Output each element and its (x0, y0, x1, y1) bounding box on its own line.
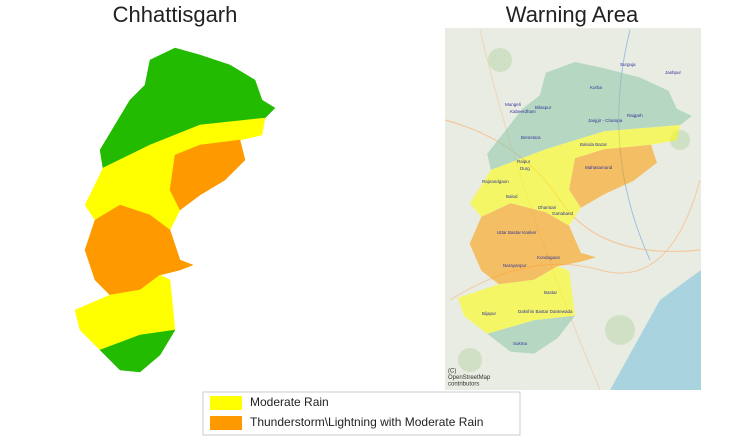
region-overlay (469, 203, 597, 285)
district-label: Uttar Bastar Kanker (497, 230, 537, 235)
district-label: Kondagaon (537, 255, 561, 260)
basemap-features (444, 29, 701, 391)
legend-label: Moderate Rain (250, 395, 329, 409)
district-label: Janjgir - Champa (588, 118, 623, 123)
region-overlay (458, 266, 575, 334)
district-label: Korba (590, 85, 603, 90)
district-label: Surguja (620, 62, 636, 67)
region (169, 139, 246, 211)
legend-swatch (210, 396, 242, 410)
district-label: Balod (506, 194, 518, 199)
legend: Moderate Rain Thunderstorm\Lightning with… (210, 395, 483, 430)
attribution: (C) (448, 369, 456, 375)
left-title: Chhattisgarh (113, 2, 238, 27)
district-label: Dhamtari (538, 205, 556, 210)
region (84, 204, 194, 296)
district-label: Jashpur (665, 70, 682, 75)
district-label: Bastar (544, 290, 558, 295)
region-overlay (487, 315, 575, 354)
region-overlay (569, 144, 657, 208)
attribution: contributors (448, 382, 479, 388)
district-label: Raipur (517, 159, 531, 164)
district-label: Durg (520, 166, 530, 171)
district-label: Rajnandgaon (482, 179, 509, 184)
district-label: Mahasamund (585, 165, 613, 170)
district-label: Gariaband (552, 211, 574, 216)
district-label: Bilaspur (535, 105, 552, 110)
district-label: Raigarh (627, 113, 643, 118)
district-label: Kabeerdham (510, 109, 536, 114)
left-map (74, 47, 276, 373)
right-title: Warning Area (506, 2, 639, 27)
district-label: Sukma (513, 341, 528, 346)
district-label: Dakshin Bastar Dantewada (518, 309, 573, 314)
district-label: Narayanpur (503, 263, 527, 268)
district-label: Mungeli (505, 102, 521, 107)
district-label: Bemetara (521, 135, 541, 140)
legend-box (202, 391, 521, 436)
legend-swatch (210, 416, 242, 430)
legend-label: Thunderstorm\Lightning with Moderate Rai… (250, 415, 483, 429)
district-label: Bijapur (482, 311, 497, 316)
region (99, 329, 176, 373)
region-overlay (487, 62, 692, 170)
attribution: OpenStreetMap (448, 375, 491, 381)
right-map (458, 62, 692, 354)
district-labels: Surguja Jashpur Korba Mungeli KabeerdhamBila… (448, 62, 682, 387)
district-label: Baloda Bazar (580, 142, 608, 147)
region-overlay (469, 125, 681, 226)
